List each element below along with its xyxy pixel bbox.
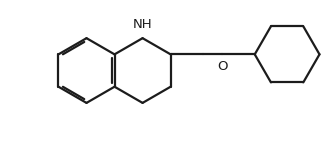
Text: O: O — [217, 60, 228, 73]
Text: NH: NH — [133, 18, 152, 31]
